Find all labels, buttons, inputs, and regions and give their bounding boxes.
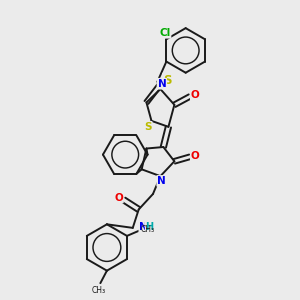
Text: N: N (157, 176, 166, 186)
Text: CH₃: CH₃ (141, 226, 155, 235)
Text: N: N (139, 222, 148, 232)
Text: CH₃: CH₃ (92, 286, 106, 295)
Text: O: O (191, 151, 200, 160)
Text: O: O (114, 193, 123, 202)
Text: S: S (163, 74, 172, 87)
Text: N: N (158, 79, 166, 89)
Text: O: O (191, 90, 200, 100)
Text: H: H (145, 222, 154, 232)
Text: S: S (144, 122, 152, 132)
Text: Cl: Cl (159, 28, 170, 38)
